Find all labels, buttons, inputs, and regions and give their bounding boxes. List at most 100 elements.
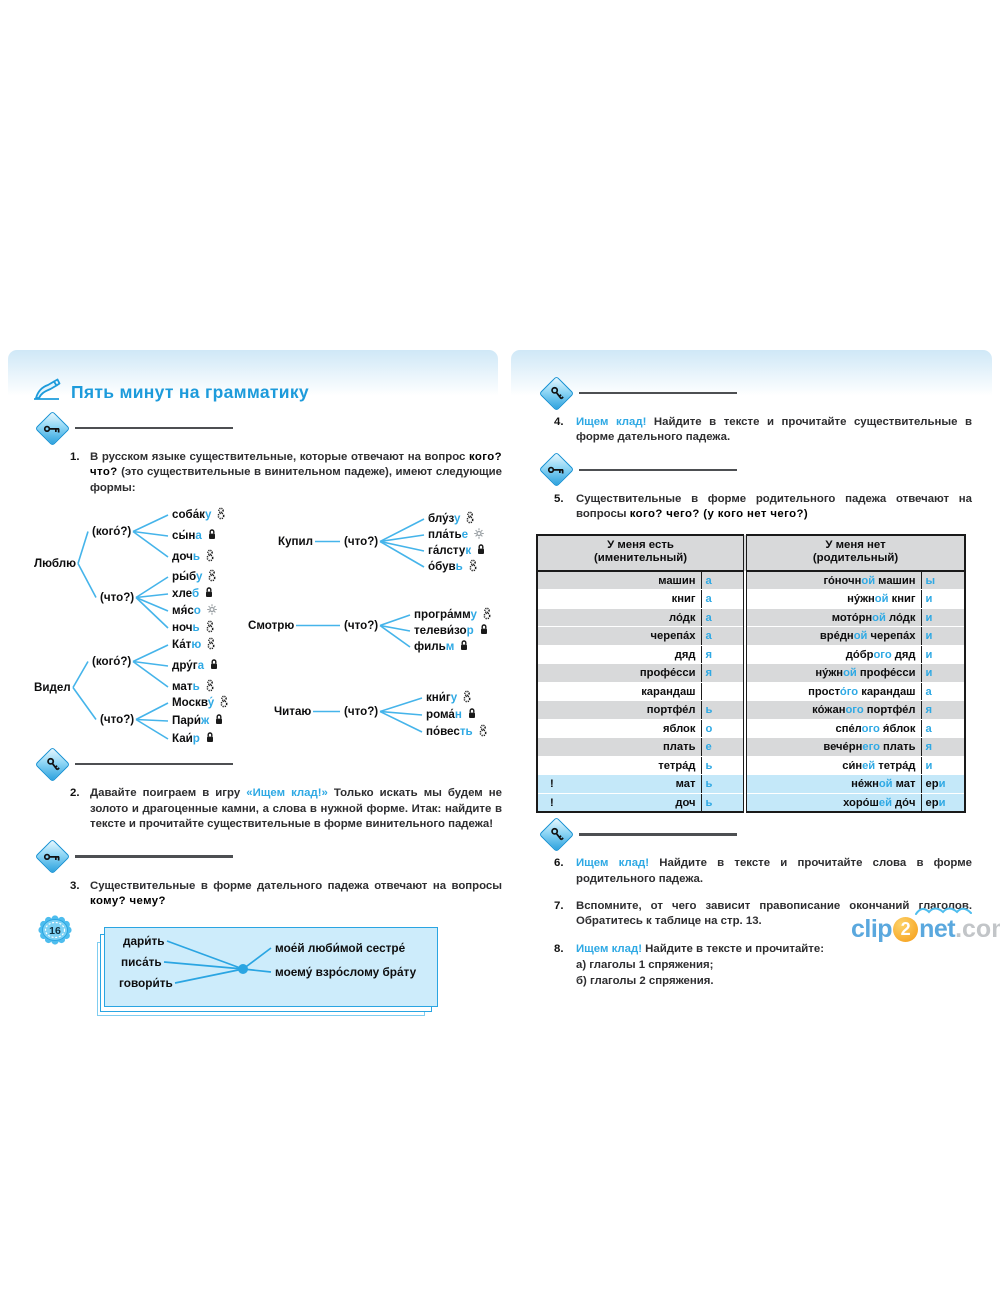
feminine-icon xyxy=(205,549,215,565)
column-title: У меня есть xyxy=(607,538,674,551)
diagram-word: дочь xyxy=(172,549,215,565)
genitive-phrase-cell: хоро́шей до́ч xyxy=(743,793,921,813)
diagram-word: ночь xyxy=(172,620,215,636)
box-verb: говори́ть xyxy=(119,976,173,991)
exercise-5: 5. Существительные в форме родительного … xyxy=(540,492,972,523)
feminine-icon xyxy=(205,620,215,636)
noun-ending-cell: ь xyxy=(700,756,745,776)
word-stem: ло́дк xyxy=(669,611,696,624)
column-subtitle: (именительный) xyxy=(594,552,687,565)
exercise-text: Существительные в форме дательного падеж… xyxy=(90,880,502,907)
word-stem: ер xyxy=(925,796,939,809)
diagram-word: ры́бу xyxy=(172,569,217,585)
word-stem: плать xyxy=(879,741,916,754)
exercise-rule xyxy=(538,816,972,853)
text-segment: Существительные в форме родительного пад… xyxy=(576,492,972,521)
genitive-ending-cell: и xyxy=(920,589,966,609)
noun-stem-cell: дяд xyxy=(537,645,701,665)
word-ending: и xyxy=(938,778,946,791)
column-subtitle: (родительный) xyxy=(812,552,899,565)
connector-lines xyxy=(163,940,272,984)
word-stem: ло́дк xyxy=(885,611,916,624)
word-stem: машин xyxy=(658,574,696,587)
diagram-word: пла́тье xyxy=(428,527,485,543)
word-ending: и xyxy=(925,648,933,661)
genitive-ending-cell: и xyxy=(920,756,966,776)
word-stem: портфе́л xyxy=(646,704,696,717)
genitive-ending-cell: и xyxy=(920,663,966,683)
word-stem: го́ночн xyxy=(823,574,862,587)
diagram-word: Пари́ж xyxy=(172,713,224,729)
table-row: книг а ну́жной книг и xyxy=(537,589,966,609)
exercise-3: 3. Существительные в форме дательного па… xyxy=(30,879,502,910)
writing-hand-icon xyxy=(32,378,62,407)
table-header-have-not: У меня нет (родительный) xyxy=(742,534,966,572)
genitive-phrase-cell: до́брого дяд xyxy=(743,645,921,665)
exercise-number: 2. xyxy=(70,787,80,800)
section-title-row: Пять минут на грамматику xyxy=(32,378,502,407)
diagram-question: (кого́?) xyxy=(92,655,132,669)
word-stem: си́н xyxy=(842,759,863,772)
diagram-word: соба́ку xyxy=(172,507,226,523)
dative-case-example-box: дари́ть писа́ть говори́ть мое́й люби́мой се… xyxy=(104,927,438,1008)
word-ending: ого xyxy=(861,722,880,735)
word-stem: прост xyxy=(808,685,840,698)
genitive-phrase-cell: си́ней тетра́д xyxy=(743,756,921,776)
exercise-number: 5. xyxy=(554,492,564,505)
watermark: clip 2 net .com xyxy=(851,915,1000,944)
word-stem: плать xyxy=(663,741,696,754)
masculine-icon xyxy=(204,586,214,602)
word-stem: книг xyxy=(671,593,696,606)
noun-stem-cell: плать xyxy=(537,737,701,757)
page-edge-decoration xyxy=(914,902,978,920)
exercise-number: 7. xyxy=(554,900,564,913)
genitive-phrase-cell: ко́жаного портфе́л xyxy=(743,700,921,720)
genitive-phrase-cell: го́ночной машин xyxy=(743,570,921,591)
exercise-number: 6. xyxy=(554,857,564,870)
masculine-icon xyxy=(459,639,469,655)
genitive-ending-cell: а xyxy=(920,682,966,702)
accusative-case-diagram: Люблю (кого́?) соба́ку сы́на дочь (что?) ры́бу… xyxy=(30,507,502,751)
diagram-question: (что?) xyxy=(344,535,379,549)
neuter-sun-icon xyxy=(206,603,218,619)
page-title: Пять минут на грамматику xyxy=(71,382,309,402)
diagram-verb: Люблю xyxy=(34,557,77,571)
diagram-question: (кого́?) xyxy=(92,525,132,539)
masculine-icon xyxy=(207,528,217,544)
diagram-word: о́бувь xyxy=(428,559,478,575)
diagram-word: га́лстук xyxy=(428,543,486,559)
genitive-phrase-cell: спе́лого я́блок xyxy=(743,719,921,739)
word-stem: черепа́х xyxy=(867,630,916,643)
table-row: яблок о спе́лого я́блок а xyxy=(537,719,966,739)
word-stem: доч xyxy=(675,796,696,809)
genitive-ending-cell: ы xyxy=(920,570,966,591)
noun-ending-cell: а xyxy=(700,589,745,609)
feminine-icon xyxy=(207,569,217,585)
masculine-icon xyxy=(205,731,215,747)
key-tilted-icon xyxy=(538,375,575,411)
page-number-badge: 16 xyxy=(32,910,78,955)
exercise-2: 2. Давайте поиграем в игру «Ищем клад!» … xyxy=(30,786,502,832)
text-segment: кому? чему? xyxy=(90,894,166,907)
word-ending: о́го xyxy=(839,685,859,698)
rule-line xyxy=(75,426,233,430)
genitive-ending-cell: ери xyxy=(920,774,966,794)
word-ending: и xyxy=(938,796,946,809)
diagram-verb: Смотрю xyxy=(248,619,295,633)
page-number: 16 xyxy=(49,925,61,937)
word-stem: хоро́ш xyxy=(843,796,879,809)
feminine-icon xyxy=(216,507,226,523)
rule-line xyxy=(75,763,233,766)
key-tilted-icon xyxy=(34,746,71,782)
exercise-rule xyxy=(538,375,972,411)
diagram-word: кни́гу xyxy=(426,690,472,706)
feminine-icon xyxy=(482,607,492,623)
word-ending: его xyxy=(862,741,880,754)
noun-ending-cell: а xyxy=(700,608,745,628)
table-row: тетра́д ь си́ней тетра́д и xyxy=(537,756,966,776)
exercise-number: 8. xyxy=(554,942,564,955)
diagram-question: (что?) xyxy=(100,713,135,727)
right-page-column: 4. Ищем клад! Найдите в тексте и прочита… xyxy=(536,372,972,1001)
table-header-have: У меня есть (именительный) xyxy=(537,534,745,572)
